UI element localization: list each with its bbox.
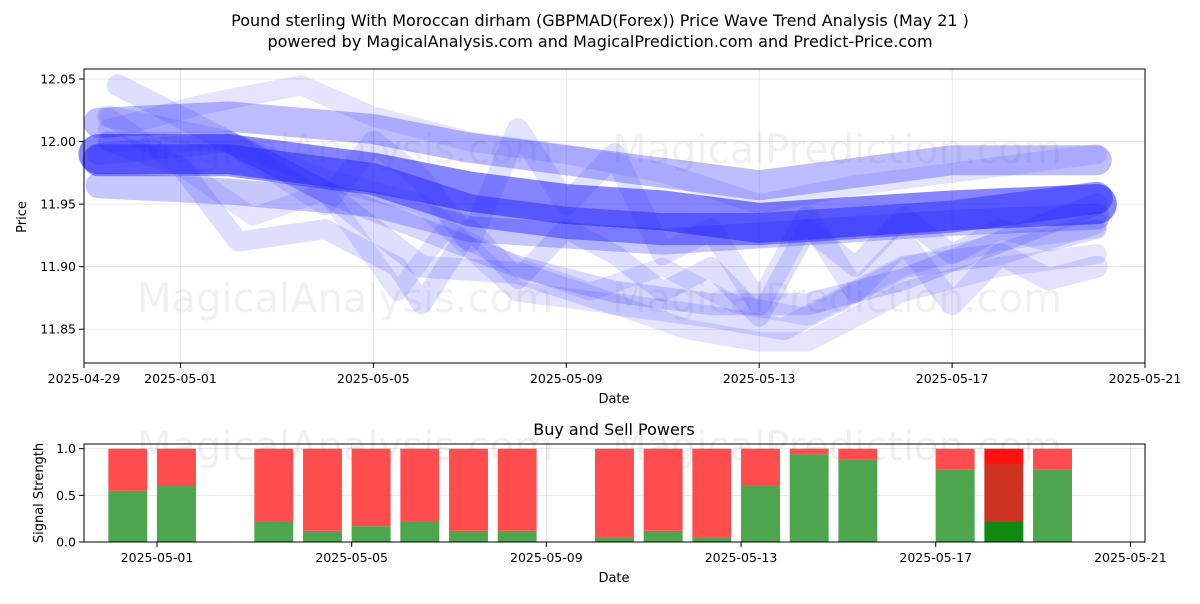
buy-bar-13 — [838, 459, 878, 542]
buy-bar-6 — [449, 530, 488, 542]
price-x-tick-label-4: 2025-05-13 — [723, 371, 796, 386]
buy-sell-x-tick-label-2: 2025-05-09 — [510, 550, 583, 565]
watermark-analysis-bottom: MagicalAnalysis.com — [137, 424, 553, 470]
price-series-wave-lower-band — [85, 172, 1110, 255]
price-x-tick-label-0: 2025-04-29 — [48, 371, 121, 386]
buy-bar-1 — [157, 486, 196, 542]
price-x-tick-label-3: 2025-05-09 — [530, 371, 603, 386]
price-series-wave-mid — [82, 144, 1113, 246]
price-series-group — [78, 74, 1117, 352]
buy-bar-0 — [108, 490, 148, 542]
buy-bar-15 — [984, 521, 1024, 542]
watermark-analysis-mid: MagicalAnalysis.com — [137, 276, 553, 322]
buy-bar-4 — [351, 526, 391, 542]
price-x-axis-label: Date — [598, 392, 629, 407]
sell-bar-2 — [254, 448, 294, 522]
buy-bar-3 — [303, 530, 342, 542]
buy-sell-y-tick-label-1: 0.5 — [56, 488, 76, 503]
sell-bar-9 — [643, 448, 683, 531]
watermark-prediction-top: MagicalPrediction.com — [612, 127, 1062, 173]
sell-bar-5 — [400, 448, 440, 522]
sell-bar-8 — [595, 448, 634, 538]
price-series-wave-a — [87, 130, 1108, 316]
price-x-tick-label-1: 2025-05-01 — [144, 371, 217, 386]
price-series-wave-upper-band — [83, 101, 1112, 201]
price-y-axis-label: Price — [15, 201, 30, 233]
price-y-tick-label-1: 11.90 — [40, 259, 76, 274]
sell-bar-12 — [789, 448, 829, 455]
price-y-tick-label-2: 11.95 — [40, 197, 76, 212]
sell-bar-7 — [497, 448, 537, 531]
buy-bar-9 — [643, 530, 683, 542]
price-series-wave-core — [78, 134, 1117, 243]
buy-sell-title: Buy and Sell Powers — [533, 420, 695, 439]
buy-bar-16 — [1033, 469, 1072, 542]
buy-sell-x-tick-label-4: 2025-05-17 — [899, 550, 972, 565]
price-y-tick-label-4: 12.05 — [40, 72, 76, 87]
sell-bar-3 — [303, 448, 342, 531]
sell-bar-6 — [449, 448, 488, 531]
buy-sell-y-tick-label-0: 0.0 — [56, 535, 76, 550]
price-series-wave-b — [106, 74, 1108, 341]
sell-bar-16 — [1033, 448, 1072, 470]
buy-sell-x-ticks: 2025-05-01 2025-05-05 2025-05-09 2025-05-13… — [121, 542, 1167, 565]
price-x-ticks: 2025-04-29 2025-05-01 2025-05-05 2025-05-09… — [48, 363, 1182, 386]
price-y-tick-label-0: 11.85 — [40, 322, 76, 337]
buy-bar-7 — [497, 530, 537, 542]
sell-bar-top-15 — [984, 448, 1024, 465]
buy-sell-y-axis-label: Signal Strength — [32, 443, 47, 543]
buy-bar-8 — [595, 537, 634, 542]
sell-bar-14 — [935, 448, 975, 470]
buy-bar-12 — [789, 454, 829, 542]
price-plot-frame — [83, 68, 1146, 364]
buy-sell-chart: Buy and Sell Powers MagicalAnalysis.com … — [32, 420, 1167, 586]
buy-sell-plot-frame — [83, 443, 1146, 543]
figure-title-line1: Pound sterling With Moroccan dirham (GBP… — [231, 11, 969, 30]
sell-bar-15 — [984, 464, 1024, 522]
price-series-wave-d — [97, 105, 1108, 316]
buy-sell-y-tick-label-2: 1.0 — [56, 441, 76, 456]
price-wave-chart: MagicalAnalysis.com MagicalPrediction.co… — [15, 68, 1182, 407]
price-x-tick-label-6: 2025-05-21 — [1109, 371, 1182, 386]
sell-bar-10 — [692, 448, 732, 538]
sell-bar-11 — [741, 448, 780, 486]
price-x-tick-label-5: 2025-05-17 — [916, 371, 989, 386]
price-series-wave-f — [98, 75, 1107, 215]
buy-bar-11 — [741, 485, 780, 542]
figure-title-line2: powered by MagicalAnalysis.com and Magic… — [267, 32, 932, 51]
price-series-wave-g — [99, 107, 1106, 326]
buy-sell-x-axis-label: Date — [598, 571, 629, 586]
buy-sell-x-tick-label-0: 2025-05-01 — [121, 550, 194, 565]
price-x-tick-label-2: 2025-05-05 — [337, 371, 410, 386]
buy-bar-5 — [400, 521, 440, 542]
price-series-wave-c — [98, 131, 1107, 327]
buy-sell-y-ticks: 0.0 0.5 1.0 — [56, 441, 84, 550]
sell-bar-1 — [157, 448, 196, 486]
price-y-tick-label-3: 12.00 — [40, 134, 76, 149]
price-y-ticks: 11.85 11.90 11.95 12.00 12.05 — [40, 72, 84, 337]
sell-bar-4 — [351, 448, 391, 527]
buy-bar-2 — [254, 521, 294, 542]
sell-bar-0 — [108, 448, 148, 491]
watermark-prediction-mid: MagicalPrediction.com — [612, 276, 1062, 322]
buy-sell-bars — [108, 448, 1072, 542]
buy-bar-14 — [935, 469, 975, 542]
buy-sell-x-tick-label-5: 2025-05-21 — [1094, 550, 1167, 565]
price-series-wave-e — [98, 131, 1107, 352]
buy-sell-x-tick-label-3: 2025-05-13 — [705, 550, 778, 565]
buy-sell-x-tick-label-1: 2025-05-05 — [315, 550, 388, 565]
sell-bar-13 — [838, 448, 878, 460]
buy-bar-10 — [692, 537, 732, 542]
